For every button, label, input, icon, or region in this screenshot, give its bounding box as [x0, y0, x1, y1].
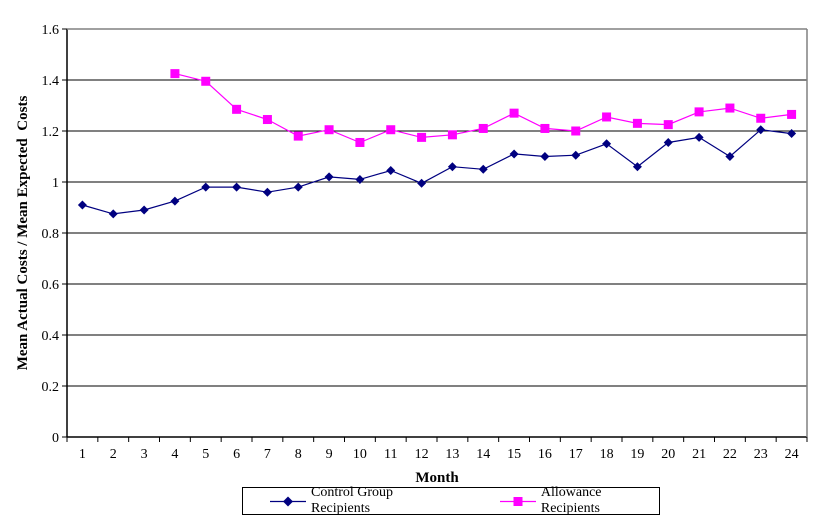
data-point-allowance-recipients-month-20 [663, 120, 673, 130]
data-point-allowance-recipients-month-14 [478, 123, 488, 133]
y-tick-label: 0.6 [42, 278, 60, 293]
data-point-control-group-recipients-month-10 [355, 174, 365, 184]
data-point-allowance-recipients-month-16 [540, 123, 550, 133]
x-tick-label: 5 [202, 447, 209, 462]
data-point-control-group-recipients-month-20 [663, 137, 673, 147]
y-tick-label: 0.2 [42, 380, 60, 395]
data-point-allowance-recipients-month-12 [417, 132, 427, 142]
x-tick-label: 23 [754, 447, 768, 462]
data-point-control-group-recipients-month-9 [324, 172, 334, 182]
data-point-allowance-recipients-month-21 [694, 107, 704, 117]
data-point-control-group-recipients-month-18 [602, 139, 612, 149]
data-point-control-group-recipients-month-11 [386, 166, 396, 176]
x-axis-title: Month [415, 470, 459, 486]
y-tick-label: 1.4 [42, 74, 60, 89]
y-tick-label: 0 [52, 431, 59, 446]
y-tick-label: 0.8 [42, 227, 60, 242]
data-point-allowance-recipients-month-8 [293, 131, 303, 141]
data-point-control-group-recipients-month-19 [632, 162, 642, 172]
data-point-allowance-recipients-month-6 [232, 104, 242, 114]
data-point-allowance-recipients-month-22 [725, 103, 735, 113]
x-tick-label: 13 [445, 447, 459, 462]
data-point-control-group-recipients-month-21 [694, 132, 704, 142]
data-point-control-group-recipients-month-15 [509, 149, 519, 159]
x-tick-label: 14 [476, 447, 490, 462]
x-tick-label: 17 [569, 447, 583, 462]
data-point-allowance-recipients-month-18 [602, 112, 612, 122]
data-point-control-group-recipients-month-24 [787, 129, 797, 139]
data-point-control-group-recipients-month-22 [725, 152, 735, 161]
data-point-control-group-recipients-month-13 [447, 162, 457, 172]
data-point-control-group-recipients-month-16 [540, 152, 550, 161]
data-point-control-group-recipients-month-12 [417, 178, 427, 188]
data-point-allowance-recipients-month-17 [571, 126, 581, 136]
data-point-control-group-recipients-month-6 [232, 182, 242, 192]
data-point-control-group-recipients-month-23 [756, 125, 766, 135]
x-tick-label: 7 [264, 447, 271, 462]
control-series-line-diamond-icon [270, 496, 306, 506]
data-point-allowance-recipients-month-15 [509, 108, 519, 118]
data-point-allowance-recipients-month-23 [756, 113, 766, 123]
x-tick-label: 8 [295, 447, 302, 462]
y-axis-title: Mean Actual Costs / Mean Expected Costs [15, 96, 31, 371]
y-tick-label: 1.6 [42, 23, 60, 38]
legend-label-control-group: Control Group Recipients [311, 485, 394, 516]
data-point-control-group-recipients-month-14 [478, 164, 488, 174]
allowance-series-line-square-icon [499, 496, 536, 506]
data-point-control-group-recipients-month-5 [201, 182, 211, 192]
x-tick-label: 3 [141, 447, 148, 462]
x-tick-label: 18 [600, 447, 614, 462]
x-tick-label: 16 [538, 447, 552, 462]
series-line-control-group-recipients [82, 129, 792, 215]
x-tick-label: 11 [384, 447, 397, 462]
x-tick-label: 9 [326, 447, 333, 462]
data-point-control-group-recipients-month-17 [571, 150, 581, 160]
data-point-allowance-recipients-month-10 [355, 137, 365, 147]
y-tick-label: 1 [52, 176, 59, 191]
x-tick-label: 20 [661, 447, 675, 462]
y-tick-label: 0.4 [42, 329, 60, 344]
data-point-allowance-recipients-month-5 [201, 76, 211, 86]
data-point-allowance-recipients-month-7 [262, 115, 272, 125]
data-point-control-group-recipients-month-8 [293, 182, 303, 192]
data-point-allowance-recipients-month-13 [447, 130, 457, 140]
x-tick-label: 24 [785, 447, 799, 462]
data-point-control-group-recipients-month-2 [108, 209, 118, 219]
data-point-control-group-recipients-month-1 [77, 200, 87, 210]
x-tick-label: 6 [233, 447, 240, 462]
data-point-control-group-recipients-month-3 [139, 205, 149, 215]
data-point-allowance-recipients-month-19 [632, 118, 642, 128]
x-tick-label: 15 [507, 447, 521, 462]
x-tick-label: 2 [110, 447, 117, 462]
chart-legend: Control Group Recipients Allowance Recip… [242, 485, 660, 517]
x-tick-label: 12 [415, 447, 429, 462]
data-point-allowance-recipients-month-9 [324, 125, 334, 135]
y-tick-label: 1.2 [42, 125, 60, 140]
data-point-control-group-recipients-month-4 [170, 196, 180, 206]
legend-item-control-group: Control Group Recipients [270, 485, 450, 517]
data-point-control-group-recipients-month-7 [262, 187, 272, 197]
data-point-allowance-recipients-month-24 [787, 109, 797, 119]
x-tick-label: 22 [723, 447, 737, 462]
x-tick-label: 10 [353, 447, 367, 462]
x-tick-label: 19 [630, 447, 644, 462]
x-tick-label: 1 [79, 447, 86, 462]
x-tick-label: 21 [692, 447, 706, 462]
legend-item-allowance: Allowance Recipients [499, 485, 659, 517]
legend-label-allowance: Allowance Recipients [540, 485, 602, 516]
x-tick-label: 4 [171, 447, 178, 462]
data-point-allowance-recipients-month-4 [170, 69, 180, 79]
data-point-allowance-recipients-month-11 [386, 125, 396, 135]
